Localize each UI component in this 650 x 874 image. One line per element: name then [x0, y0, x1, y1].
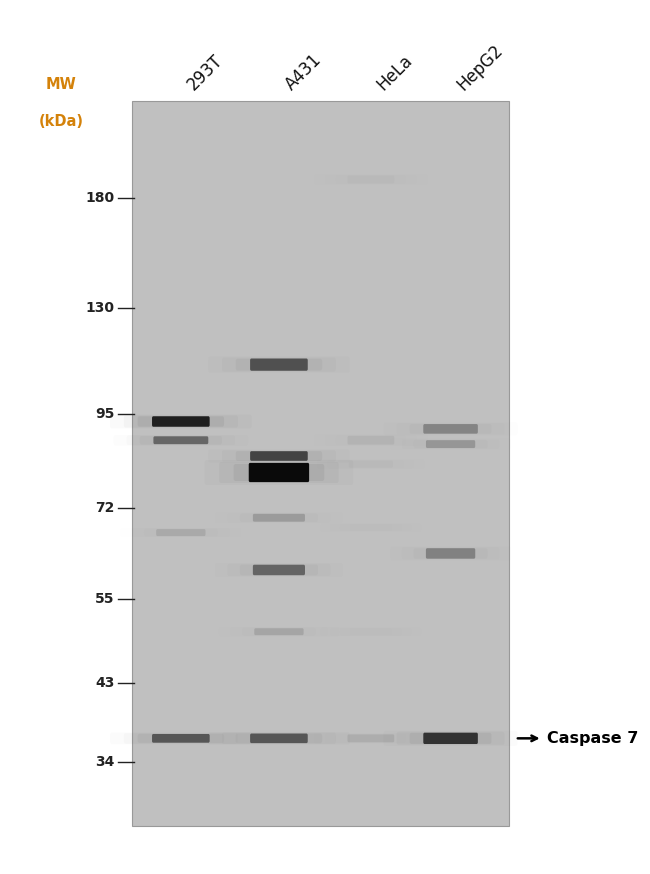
Text: HepG2: HepG2 — [454, 41, 506, 94]
FancyBboxPatch shape — [426, 440, 475, 448]
FancyBboxPatch shape — [253, 514, 305, 522]
FancyBboxPatch shape — [348, 176, 395, 184]
FancyBboxPatch shape — [156, 529, 205, 536]
FancyBboxPatch shape — [348, 734, 395, 742]
FancyBboxPatch shape — [349, 461, 393, 468]
FancyBboxPatch shape — [250, 358, 307, 371]
Text: 293T: 293T — [184, 51, 226, 94]
FancyBboxPatch shape — [253, 565, 305, 575]
FancyBboxPatch shape — [250, 733, 307, 743]
FancyBboxPatch shape — [423, 732, 478, 744]
FancyBboxPatch shape — [152, 416, 210, 427]
FancyBboxPatch shape — [348, 436, 395, 445]
FancyBboxPatch shape — [152, 734, 210, 743]
Text: 55: 55 — [95, 593, 114, 607]
Text: 95: 95 — [96, 407, 114, 421]
FancyBboxPatch shape — [153, 436, 208, 444]
Text: 43: 43 — [96, 676, 114, 690]
Text: HeLa: HeLa — [374, 51, 417, 94]
FancyBboxPatch shape — [233, 464, 324, 481]
Text: MW: MW — [46, 77, 77, 92]
FancyBboxPatch shape — [250, 451, 307, 461]
FancyBboxPatch shape — [350, 524, 392, 531]
Text: A431: A431 — [282, 51, 325, 94]
FancyBboxPatch shape — [410, 732, 491, 744]
Bar — [132, 101, 509, 826]
Text: Caspase 7: Caspase 7 — [547, 731, 638, 746]
FancyBboxPatch shape — [254, 628, 304, 635]
Text: (kDa): (kDa) — [39, 114, 84, 128]
FancyBboxPatch shape — [249, 463, 309, 482]
Text: 72: 72 — [96, 501, 114, 515]
Text: 180: 180 — [86, 191, 114, 205]
Text: 34: 34 — [96, 755, 114, 769]
FancyBboxPatch shape — [426, 548, 475, 558]
Text: 130: 130 — [86, 301, 114, 315]
FancyBboxPatch shape — [350, 628, 392, 635]
FancyBboxPatch shape — [423, 424, 478, 434]
FancyBboxPatch shape — [138, 416, 224, 427]
